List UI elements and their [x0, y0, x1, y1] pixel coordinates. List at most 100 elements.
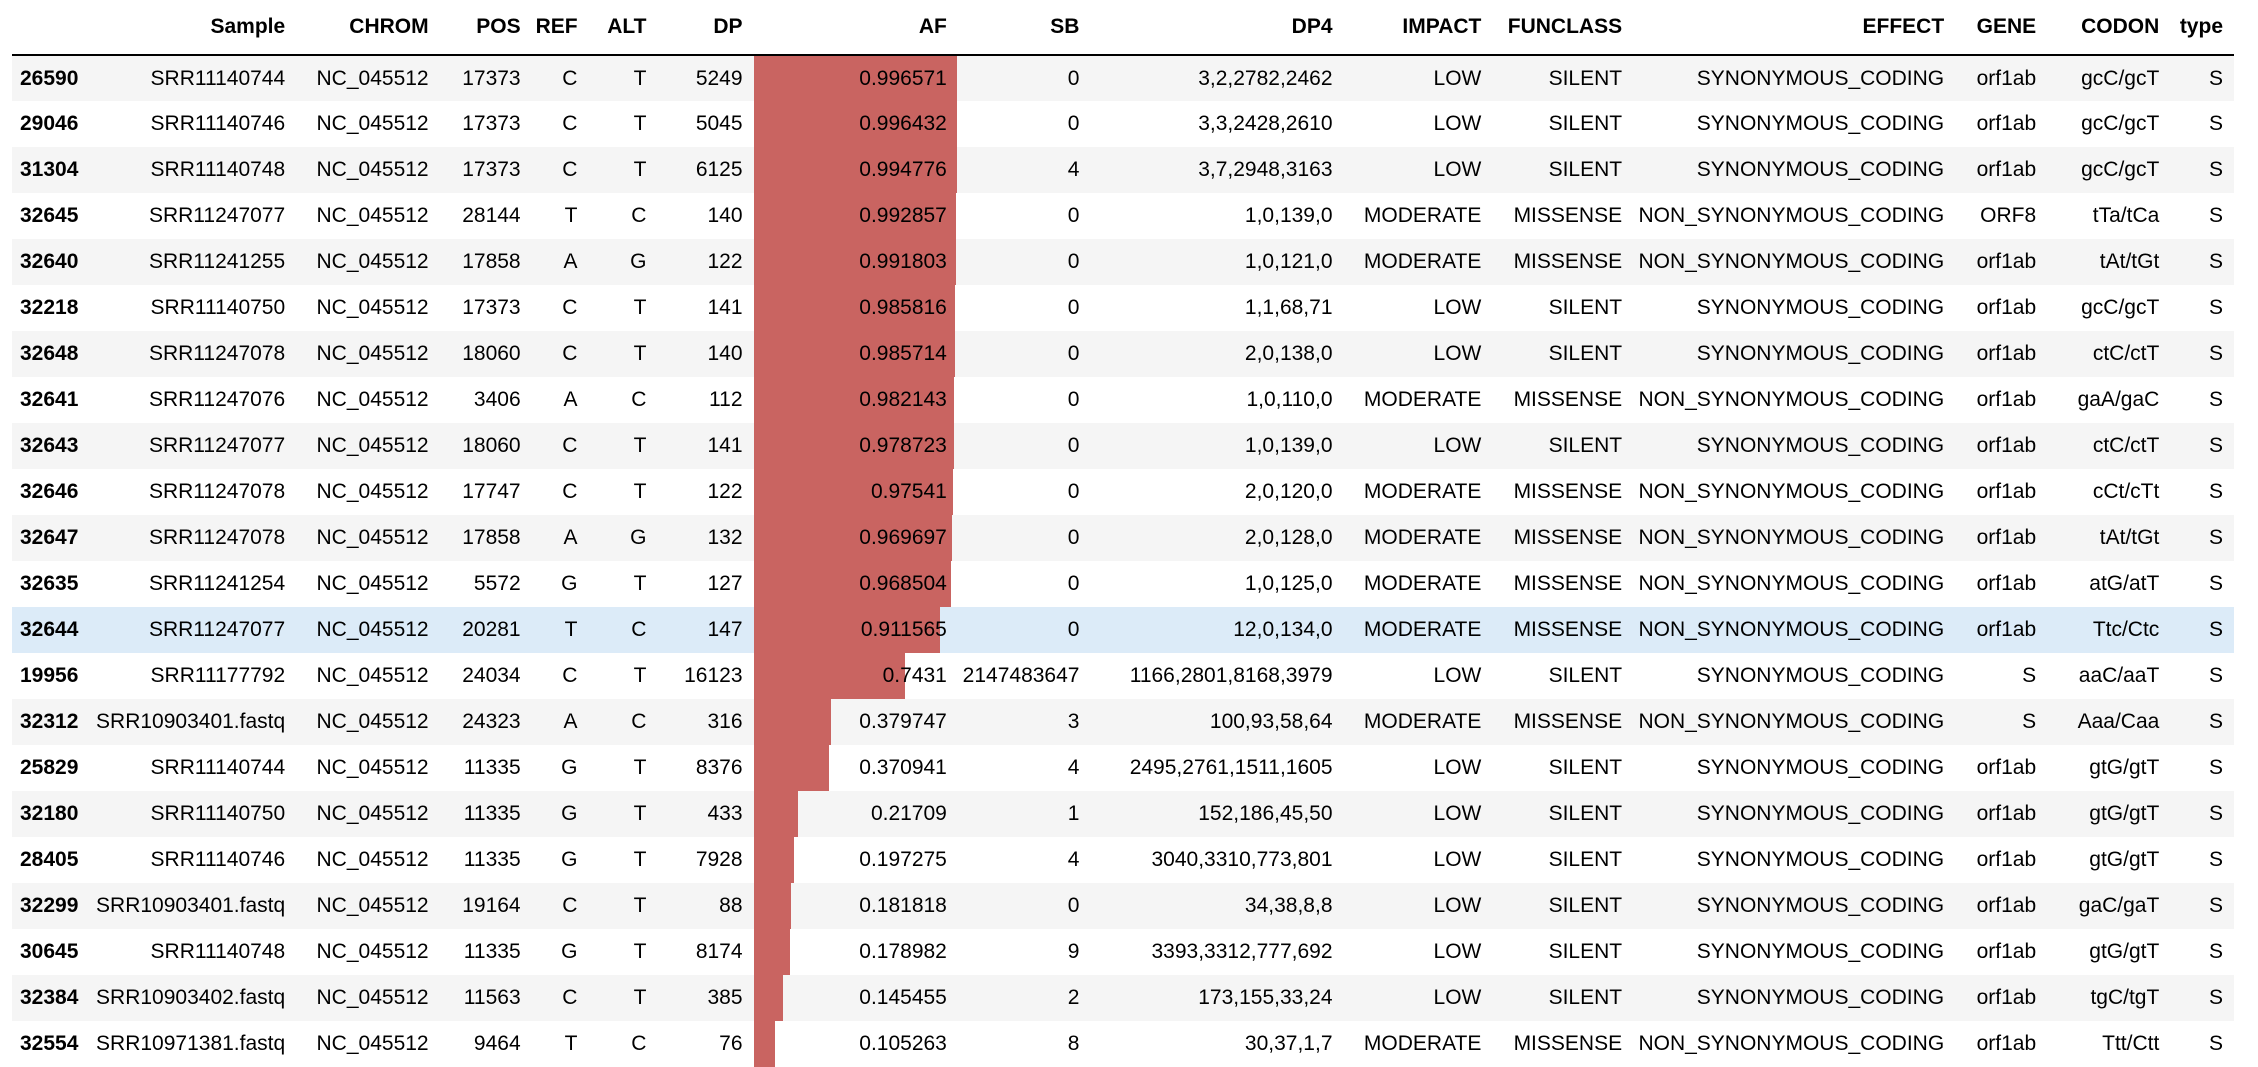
cell-chrom: NC_045512	[316, 664, 429, 687]
cell-impact: MODERATE	[1363, 250, 1482, 273]
table-row[interactable]: 32645 SRR11247077 NC_045512 28144 T C 140 0.992…	[12, 193, 2234, 239]
cell-funclass: SILENT	[1548, 664, 1623, 687]
table-row[interactable]: 32312 SRR10903401.fastq NC_045512 24323 A C 31…	[12, 699, 2234, 745]
cell-codon: tAt/tGt	[2099, 526, 2160, 549]
cell-dp: 127	[707, 572, 743, 595]
cell-pos: 11335	[463, 940, 521, 963]
cell-chrom: NC_045512	[316, 112, 429, 135]
table-row[interactable]: 32644 SRR11247077 NC_045512 20281 T C 147 0.911…	[12, 607, 2234, 653]
table-row[interactable]: 30645 SRR11140748 NC_045512 11335 G T 8174 0.17…	[12, 929, 2234, 975]
cell-dp4: 100,93,58,64	[1209, 710, 1333, 733]
cell-impact: LOW	[1433, 342, 1482, 365]
table-row[interactable]: 32648 SRR11247078 NC_045512 18060 C T 140 0.985…	[12, 331, 2234, 377]
cell-ref: T	[564, 204, 578, 227]
cell-sample: SRR10903402.fastq	[96, 986, 286, 1009]
af-value: 0.379747	[859, 710, 947, 733]
cell-alt: T	[633, 940, 647, 963]
cell-alt: T	[633, 66, 647, 90]
cell-sb: 4	[1067, 158, 1080, 181]
cell-ref: T	[564, 1032, 578, 1055]
table-row[interactable]: 25829 SRR11140744 NC_045512 11335 G T 8376 0.37…	[12, 745, 2234, 791]
cell-gene: ORF8	[1980, 204, 2037, 227]
af-value: 0.996432	[859, 112, 947, 135]
af-bar	[753, 975, 784, 1021]
cell-impact: LOW	[1433, 66, 1482, 90]
cell-funclass: SILENT	[1548, 802, 1623, 825]
cell-pos: 19164	[462, 894, 521, 917]
cell-ref: C	[562, 664, 578, 687]
table-row[interactable]: 31304 SRR11140748 NC_045512 17373 C T 6125 0.99…	[12, 147, 2234, 193]
table-row[interactable]: 19956 SRR11177792 NC_045512 24034 C T 16123 0.7…	[12, 653, 2234, 699]
cell-gene: orf1ab	[1976, 986, 2037, 1009]
cell-chrom: NC_045512	[316, 756, 429, 779]
row-index: 31304	[20, 158, 79, 181]
table-row[interactable]: 32299 SRR10903401.fastq NC_045512 19164 C T 88…	[12, 883, 2234, 929]
table-row[interactable]: 32218 SRR11140750 NC_045512 17373 C T 141 0.985…	[12, 285, 2234, 331]
cell-af: 0.911565	[753, 607, 958, 653]
table-row[interactable]: 32641 SRR11247076 NC_045512 3406 A C 112 0.9821…	[12, 377, 2234, 423]
af-value: 0.992857	[859, 204, 947, 227]
table-row[interactable]: 32384 SRR10903402.fastq NC_045512 11563 C T 38…	[12, 975, 2234, 1021]
table-row[interactable]: 32180 SRR11140750 NC_045512 11335 G T 433 0.217…	[12, 791, 2234, 837]
cell-funclass: MISSENSE	[1513, 572, 1623, 595]
cell-codon: gtG/gtT	[2089, 756, 2160, 779]
cell-type: S	[2208, 526, 2223, 549]
table-row[interactable]: 32640 SRR11241255 NC_045512 17858 A G 122 0.991…	[12, 239, 2234, 285]
cell-pos: 20281	[462, 618, 521, 641]
row-index: 32554	[20, 1032, 79, 1055]
table-row[interactable]: 26590 SRR11140744 NC_045512 17373 C T 5249 0.99…	[12, 55, 2234, 101]
cell-chrom: NC_045512	[316, 158, 429, 181]
cell-impact: MODERATE	[1363, 1032, 1482, 1055]
cell-chrom: NC_045512	[316, 296, 429, 319]
cell-sample: SRR11241255	[148, 250, 286, 273]
cell-impact: MODERATE	[1363, 388, 1482, 411]
af-bar	[753, 515, 952, 561]
cell-dp: 7928	[695, 848, 743, 871]
cell-pos: 9464	[473, 1032, 521, 1055]
table-row[interactable]: 32554 SRR10971381.fastq NC_045512 9464 T C 76 0…	[12, 1021, 2234, 1067]
table-row[interactable]: 32647 SRR11247078 NC_045512 17858 A G 132 0.969…	[12, 515, 2234, 561]
af-bar	[753, 791, 798, 837]
cell-dp: 8174	[695, 940, 743, 963]
cell-funclass: MISSENSE	[1513, 250, 1623, 273]
cell-sample: SRR10971381.fastq	[96, 1032, 286, 1055]
cell-alt: C	[631, 618, 647, 641]
cell-pos: 28144	[462, 204, 521, 227]
cell-alt: G	[630, 526, 647, 549]
cell-sample: SRR11140750	[150, 802, 286, 825]
cell-dp: 316	[707, 710, 743, 733]
table-row[interactable]: 32635 SRR11241254 NC_045512 5572 G T 127 0.9685…	[12, 561, 2234, 607]
cell-type: S	[2208, 1032, 2223, 1055]
cell-ref: A	[563, 250, 578, 273]
cell-sb: 0	[1067, 526, 1080, 549]
table-row[interactable]: 28405 SRR11140746 NC_045512 11335 G T 7928 0.19…	[12, 837, 2234, 883]
row-index: 32647	[20, 526, 79, 549]
table-row[interactable]: 32646 SRR11247078 NC_045512 17747 C T 122 0.975…	[12, 469, 2234, 515]
cell-af: 0.178982	[753, 929, 958, 975]
cell-codon: aaC/aaT	[2078, 664, 2160, 687]
cell-alt: C	[631, 388, 647, 411]
af-bar	[753, 147, 957, 193]
cell-ref: C	[562, 342, 578, 365]
cell-ref: C	[562, 296, 578, 319]
cell-chrom: NC_045512	[316, 848, 429, 871]
cell-dp: 122	[707, 480, 743, 503]
table-row[interactable]: 32643 SRR11247077 NC_045512 18060 C T 141 0.978…	[12, 423, 2234, 469]
cell-pos: 17373	[462, 158, 521, 181]
column-header-sample: Sample	[79, 0, 297, 56]
cell-af: 0.7431	[753, 653, 958, 699]
cell-sample: SRR11140748	[150, 940, 286, 963]
cell-gene: orf1ab	[1976, 296, 2037, 319]
cell-impact: MODERATE	[1363, 204, 1482, 227]
cell-type: S	[2208, 296, 2223, 319]
cell-funclass: SILENT	[1548, 756, 1623, 779]
cell-ref: G	[561, 940, 578, 963]
cell-effect: SYNONYMOUS_CODING	[1696, 112, 1945, 135]
row-index: 32384	[20, 986, 79, 1009]
af-value: 0.968504	[859, 572, 947, 595]
cell-ref: A	[563, 710, 578, 733]
cell-dp4: 34,38,8,8	[1244, 894, 1333, 917]
cell-sample: SRR11247077	[148, 618, 286, 641]
table-row[interactable]: 29046 SRR11140746 NC_045512 17373 C T 5045 0.99…	[12, 101, 2234, 147]
af-bar	[753, 56, 958, 101]
